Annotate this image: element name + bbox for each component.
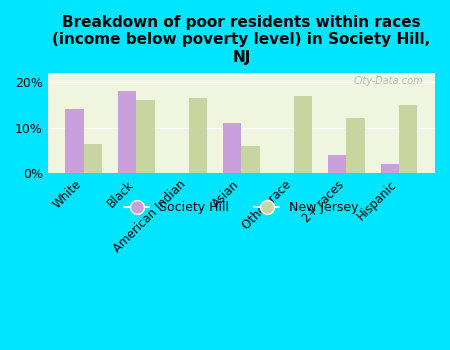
Bar (241, 146, 260, 173)
Bar (84, 144, 102, 173)
Bar (189, 98, 207, 173)
Bar (136, 100, 155, 173)
Bar (223, 123, 241, 173)
Bar (65, 109, 84, 173)
Text: City-Data.com: City-Data.com (354, 76, 423, 86)
Bar (346, 118, 365, 173)
Legend: Society Hill, New Jersey: Society Hill, New Jersey (119, 196, 364, 219)
Bar (294, 96, 312, 173)
Bar (381, 164, 399, 173)
Bar (399, 105, 418, 173)
Bar (328, 155, 346, 173)
Title: Breakdown of poor residents within races
(income below poverty level) in Society: Breakdown of poor residents within races… (52, 15, 431, 65)
Bar (118, 91, 136, 173)
